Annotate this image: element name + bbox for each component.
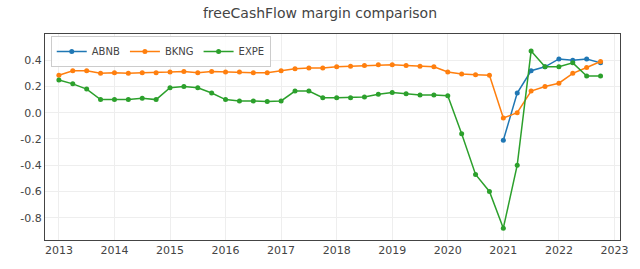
svg-text:-0.2: -0.2: [20, 133, 41, 146]
svg-text:2023: 2023: [600, 244, 628, 257]
svg-text:-0.8: -0.8: [20, 212, 41, 225]
svg-text:2014: 2014: [100, 244, 128, 257]
svg-text:BKNG: BKNG: [165, 46, 194, 57]
svg-text:2017: 2017: [267, 244, 295, 257]
svg-text:2021: 2021: [489, 244, 517, 257]
svg-text:ABNB: ABNB: [92, 46, 120, 57]
svg-text:2019: 2019: [378, 244, 406, 257]
svg-text:EXPE: EXPE: [239, 46, 265, 57]
svg-text:freeCashFlow margin comparison: freeCashFlow margin comparison: [203, 5, 437, 21]
svg-text:2018: 2018: [323, 244, 351, 257]
svg-text:0.0: 0.0: [24, 107, 42, 120]
svg-text:0.2: 0.2: [24, 80, 42, 93]
svg-text:2016: 2016: [212, 244, 240, 257]
svg-text:2020: 2020: [434, 244, 462, 257]
svg-text:2013: 2013: [45, 244, 73, 257]
svg-text:2022: 2022: [545, 244, 573, 257]
svg-text:-0.4: -0.4: [20, 159, 41, 172]
svg-text:2015: 2015: [156, 244, 184, 257]
svg-text:0.4: 0.4: [24, 54, 42, 67]
svg-text:-0.6: -0.6: [20, 185, 41, 198]
